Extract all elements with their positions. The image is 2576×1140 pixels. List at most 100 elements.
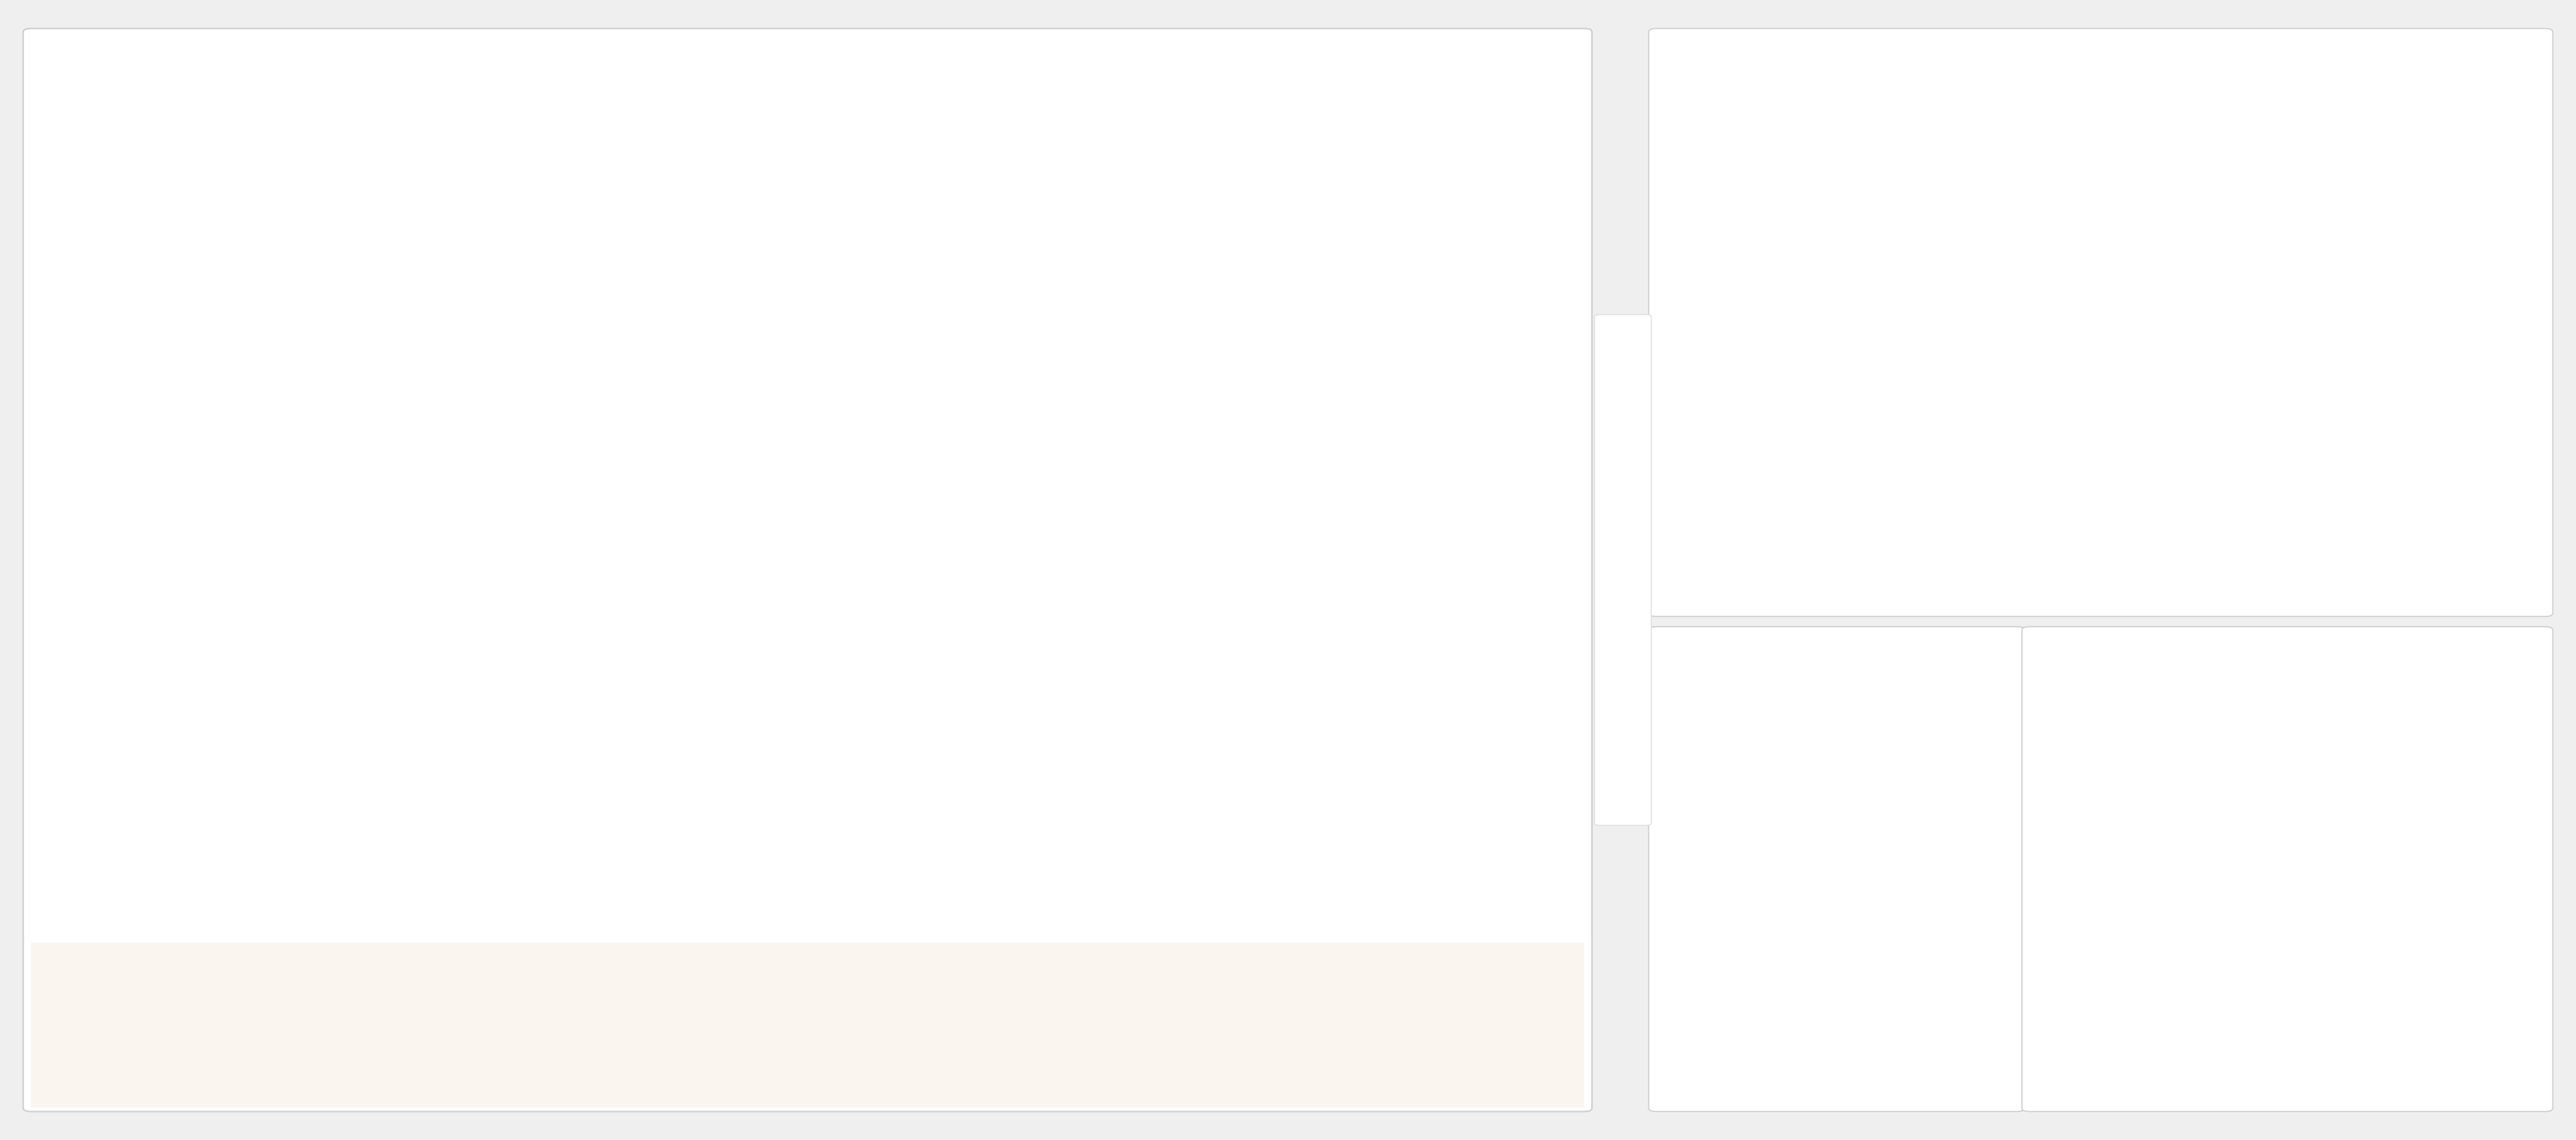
Text: 6%: 6% (1208, 839, 1216, 845)
Bar (180, 60, 286, 931)
Text: 2%: 2% (1285, 894, 1293, 899)
Bar (2385, 353, 2470, 585)
Text: 12%: 12% (438, 757, 451, 764)
Bar (422, 755, 438, 931)
Bar (1190, 904, 1203, 931)
Text: 446%: 446% (240, 294, 255, 301)
Text: 46%: 46% (1945, 933, 1978, 945)
Bar (2300, 836, 2370, 907)
Bar (755, 782, 768, 931)
Text: 1%: 1% (1497, 907, 1504, 913)
Bar (304, 360, 317, 931)
Bar (392, 60, 497, 931)
Bar (1309, 863, 1324, 931)
Bar (979, 768, 992, 931)
Text: 11%: 11% (677, 771, 688, 777)
Text: 46%: 46% (1945, 1008, 1978, 1020)
Bar (1296, 904, 1309, 931)
Bar (1494, 918, 1507, 931)
Text: 4%: 4% (1419, 866, 1427, 872)
Bar (1466, 918, 1479, 931)
Bar (1267, 877, 1283, 931)
Text: 11%: 11% (1046, 771, 1056, 777)
Bar (781, 809, 796, 931)
Text: 11%: 11% (755, 771, 768, 777)
Text: 28%: 28% (623, 539, 634, 546)
Text: 14%: 14% (453, 730, 464, 736)
Text: 42%: 42% (1945, 858, 1978, 871)
Bar (214, 400, 227, 931)
Text: ⬆: ⬆ (1620, 603, 1625, 612)
Text: 26%: 26% (835, 567, 845, 572)
Bar (1388, 918, 1401, 931)
Text: 3.3%: 3.3% (2416, 341, 2439, 350)
Text: 6.5%: 6.5% (1788, 117, 1811, 127)
Bar (317, 360, 332, 931)
Text: 2%: 2% (940, 894, 948, 899)
Bar (1203, 849, 1218, 931)
Text: 42%: 42% (319, 349, 330, 355)
Text: 39%: 39% (214, 390, 224, 396)
Bar (198, 523, 214, 931)
Bar (2398, 874, 2452, 947)
Bar (2084, 915, 2125, 972)
Bar (739, 823, 755, 931)
Text: 10%: 10% (729, 784, 739, 790)
Text: 5%: 5% (1257, 853, 1265, 858)
Text: 18%: 18% (636, 676, 647, 682)
Text: ⚙: ⚙ (1620, 528, 1625, 537)
Bar (358, 455, 374, 931)
Bar (240, 306, 252, 931)
Text: 8%: 8% (744, 812, 752, 817)
Text: ❝: ❝ (1620, 678, 1625, 686)
Bar (345, 414, 358, 931)
Bar (814, 60, 920, 931)
Bar (1162, 863, 1177, 931)
Text: 2%: 2% (1193, 894, 1200, 899)
Text: 38%: 38% (348, 404, 358, 409)
Text: 5%: 5% (1314, 853, 1321, 858)
Bar (726, 796, 739, 931)
Text: 5%: 5% (1074, 853, 1082, 858)
Text: 30%: 30% (201, 512, 211, 519)
Text: 39%: 39% (1945, 783, 1978, 796)
Bar (2254, 740, 2316, 856)
Text: 42%: 42% (255, 294, 265, 301)
Bar (451, 741, 464, 931)
Bar (2151, 687, 2192, 765)
Text: 12%: 12% (531, 757, 541, 764)
Bar (621, 551, 634, 931)
Text: 2019: 2019 (1736, 710, 1765, 720)
Bar (1914, 133, 1999, 585)
Text: 12%: 12% (860, 757, 873, 764)
Text: 2021: 2021 (1736, 860, 1765, 870)
Text: 4%: 4% (1180, 866, 1188, 872)
Text: 18%: 18% (412, 676, 422, 682)
Text: 10%: 10% (559, 784, 569, 790)
Bar (1097, 782, 1113, 931)
Bar (938, 904, 951, 931)
Text: ⬜: ⬜ (1620, 752, 1625, 762)
Bar (1072, 863, 1084, 931)
Text: 13%: 13% (425, 743, 435, 750)
Bar (1479, 918, 1494, 931)
Bar (332, 414, 345, 931)
Text: 2%: 2% (1298, 894, 1306, 899)
Bar (2450, 791, 2470, 869)
Bar (1255, 863, 1267, 931)
Text: 5%: 5% (1167, 853, 1175, 858)
Text: 14%: 14% (544, 730, 556, 736)
Text: 38%: 38% (332, 404, 345, 409)
Legend: 2019, 2020, 2021, 2022, 2023: 2019, 2020, 2021, 2022, 2023 (587, 994, 876, 1011)
Bar (2071, 214, 2156, 585)
Bar (1149, 782, 1162, 931)
Text: 5%: 5% (1087, 853, 1095, 858)
Bar (873, 768, 886, 931)
Text: 1%: 1% (1468, 907, 1476, 913)
Text: 9%: 9% (786, 798, 793, 804)
Text: 10%: 10% (572, 784, 582, 790)
Text: ⬤: ⬤ (1618, 454, 1628, 462)
Text: 35%: 35% (361, 445, 371, 450)
Bar (1520, 918, 1535, 931)
Text: 5%: 5% (1061, 853, 1069, 858)
